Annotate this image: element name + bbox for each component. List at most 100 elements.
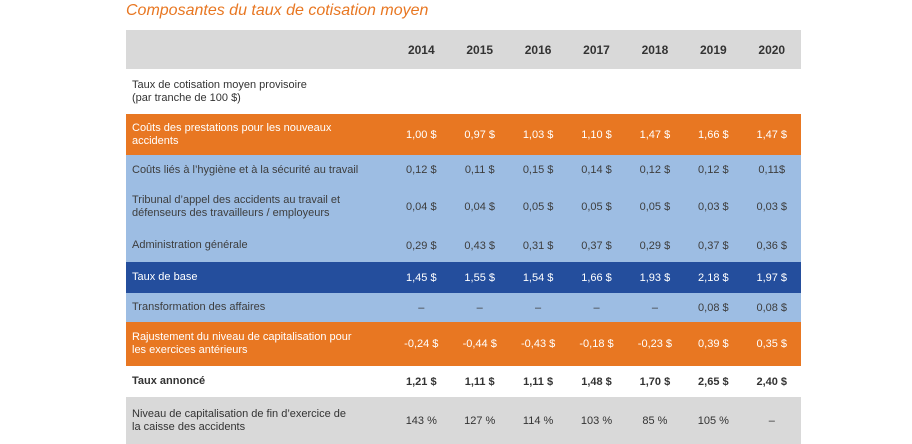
year-header: 2014 [392,30,451,69]
table-cell [625,69,685,114]
table-cell: 0,97 $ [450,114,509,155]
table-cell: – [508,293,568,322]
row-label: Niveau de capitalisation de fin d’exerci… [126,397,393,444]
header-row: 2014 2015 2016 2017 2018 2019 2020 [126,30,801,69]
table-cell: 0,31 $ [508,229,568,262]
table-cell: 0,29 $ [392,229,451,262]
table-row-appeals-tribunal: Tribunal d’appel des accidents au travai… [126,185,801,229]
table-cell: 0,37 $ [567,229,626,262]
table-cell: 0,14 $ [567,155,626,185]
table-cell: 0,04 $ [392,185,451,229]
table-cell: -0,44 $ [450,322,509,366]
table-cell: 127 % [450,397,509,444]
year-header: 2017 [567,30,626,69]
table-cell: 0,08 $ [684,293,743,322]
table-cell: 2,18 $ [684,262,743,293]
table-row-general-administration: Administration générale 0,29 $ 0,43 $ 0,… [126,229,801,262]
table-cell: 0,37 $ [684,229,743,262]
table-cell: 0,05 $ [625,185,685,229]
table-cell [508,69,568,114]
table-cell: 0,05 $ [567,185,626,229]
year-header: 2019 [684,30,743,69]
year-header: 2018 [625,30,685,69]
table-cell: 0,03 $ [742,185,801,229]
year-header: 2020 [742,30,801,69]
row-label: Coûts liés à l’hygiène et à la sécurité … [126,155,393,185]
table-cell [392,69,451,114]
table-cell: 2,65 $ [684,366,743,397]
table-cell: 0,11$ [742,155,801,185]
table-cell: 1,11 $ [450,366,509,397]
table-row-base-rate: Taux de base 1,45 $ 1,55 $ 1,54 $ 1,66 $… [126,262,801,293]
table-cell: 1,45 $ [392,262,451,293]
table-cell: 0,12 $ [684,155,743,185]
table-row-new-accident-costs: Coûts des prestations pour les nouveaux … [126,114,801,155]
table-cell: -0,43 $ [508,322,568,366]
table-cell: 0,15 $ [508,155,568,185]
table-cell: 1,10 $ [567,114,626,155]
table-cell: 0,29 $ [625,229,685,262]
table-cell: 1,66 $ [567,262,626,293]
table-cell: 0,35 $ [742,322,801,366]
year-header: 2015 [450,30,509,69]
year-header: 2016 [508,30,568,69]
table-cell: 1,00 $ [392,114,451,155]
row-label: Rajustement du niveau de capitalisation … [126,322,393,366]
table-cell: 1,47 $ [625,114,685,155]
table-cell: – [392,293,451,322]
table-cell [742,69,801,114]
contribution-rate-table: 2014 2015 2016 2017 2018 2019 2020 Taux … [126,30,801,444]
row-label: Tribunal d’appel des accidents au travai… [126,185,393,229]
table-cell: 103 % [567,397,626,444]
table-cell: 0,11 $ [450,155,509,185]
table-cell: -0,24 $ [392,322,451,366]
table-row-funding-adjustment: Rajustement du niveau de capitalisation … [126,322,801,366]
table-cell: 1,03 $ [508,114,568,155]
table-title: Composantes du taux de cotisation moyen [126,2,429,19]
table-cell: 0,39 $ [684,322,743,366]
table-cell [567,69,626,114]
row-label: Administration générale [126,229,393,262]
table-cell: 1,66 $ [684,114,743,155]
table-cell: 1,97 $ [742,262,801,293]
table-cell: 1,11 $ [508,366,568,397]
table-cell: 143 % [392,397,451,444]
table-cell: – [450,293,509,322]
table-cell: 114 % [508,397,568,444]
header-label-cell [126,30,393,69]
row-label: Taux de cotisation moyen provisoire (par… [126,69,393,114]
table-cell: 85 % [625,397,685,444]
table-cell: – [742,397,801,444]
table-cell: 0,12 $ [625,155,685,185]
row-label: Taux annoncé [126,366,393,397]
table-cell: 1,55 $ [450,262,509,293]
table-cell: 1,93 $ [625,262,685,293]
table-cell: 2,40 $ [742,366,801,397]
table-cell: 1,48 $ [567,366,626,397]
row-label: Transformation des affaires [126,293,393,322]
table-cell: 0,43 $ [450,229,509,262]
table-cell: – [625,293,685,322]
table-row-announced-rate: Taux annoncé 1,21 $ 1,11 $ 1,11 $ 1,48 $… [126,366,801,397]
table-cell: 0,05 $ [508,185,568,229]
table-cell: 0,03 $ [684,185,743,229]
table-cell: 1,47 $ [742,114,801,155]
table-cell: 1,21 $ [392,366,451,397]
table-cell [450,69,509,114]
table-cell: -0,23 $ [625,322,685,366]
row-label: Taux de base [126,262,393,293]
table-row-funding-level: Niveau de capitalisation de fin d’exerci… [126,397,801,444]
table-cell: 105 % [684,397,743,444]
row-label: Coûts des prestations pour les nouveaux … [126,114,393,155]
table-cell: 0,36 $ [742,229,801,262]
table-row-health-safety-costs: Coûts liés à l’hygiène et à la sécurité … [126,155,801,185]
table-cell: -0,18 $ [567,322,626,366]
table-row-provisional-rate: Taux de cotisation moyen provisoire (par… [126,69,801,114]
table-cell: 1,54 $ [508,262,568,293]
table-cell [684,69,743,114]
table-cell: 0,12 $ [392,155,451,185]
table-row-business-transformation: Transformation des affaires – – – – – 0,… [126,293,801,322]
table-cell: – [567,293,626,322]
table-cell: 0,08 $ [742,293,801,322]
table-cell: 1,70 $ [625,366,685,397]
